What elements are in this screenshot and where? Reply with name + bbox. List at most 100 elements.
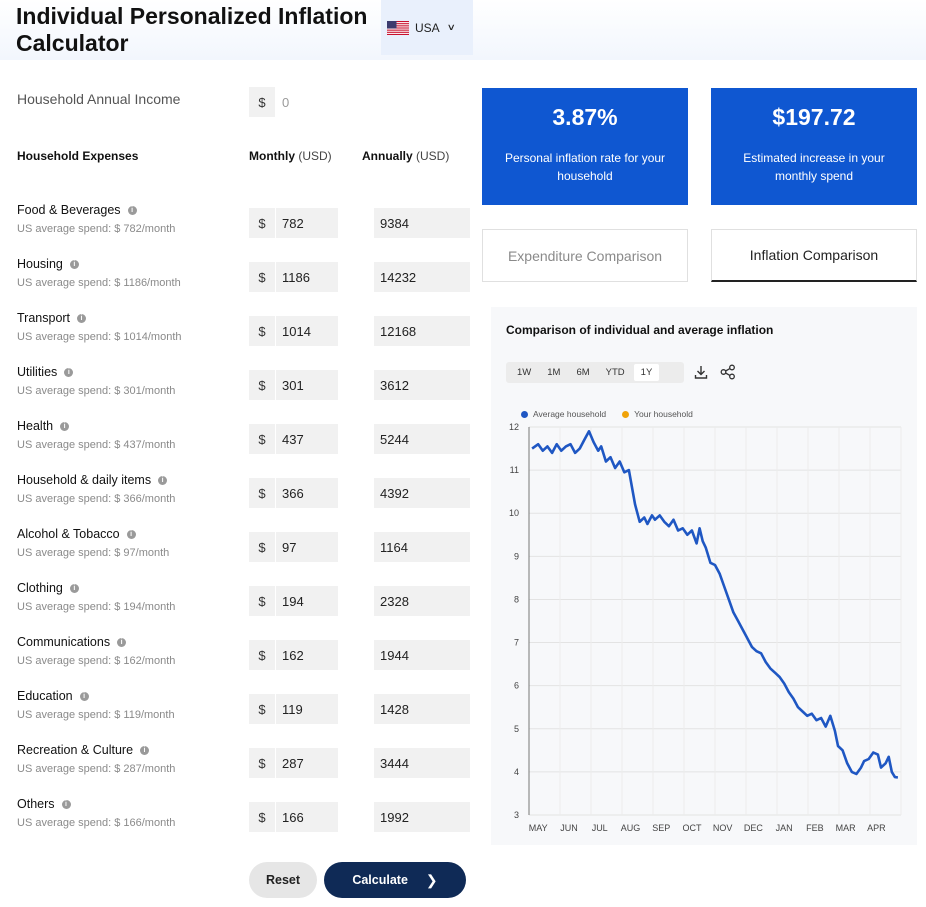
income-input[interactable]: 0 (282, 94, 290, 110)
info-icon[interactable]: i (127, 205, 137, 215)
y-tick-label: 4 (514, 767, 519, 777)
range-button[interactable]: 1W (517, 367, 532, 378)
share-icon[interactable] (719, 363, 737, 381)
annual-input[interactable]: 5244 (374, 424, 470, 454)
category-name: Transport i (17, 311, 87, 325)
category-name: Recreation & Culture i (17, 743, 150, 757)
inflation-chart-panel: Comparison of individual and average inf… (491, 307, 917, 845)
annual-input[interactable]: 3444 (374, 748, 470, 778)
monthly-input[interactable]: 287 (276, 748, 338, 778)
range-button[interactable]: 1Y (633, 364, 660, 381)
monthly-input[interactable]: 301 (276, 370, 338, 400)
info-icon[interactable]: i (60, 421, 70, 431)
x-tick-label: DEC (744, 823, 764, 833)
tab-expenditure-comparison[interactable]: Expenditure Comparison (482, 229, 688, 282)
range-selector: 1W 1M 6M YTD 1Y (506, 362, 684, 383)
x-tick-label: NOV (713, 823, 733, 833)
y-tick-label: 3 (514, 810, 519, 820)
annual-input[interactable]: 1944 (374, 640, 470, 670)
monthly-input[interactable]: 1186 (276, 262, 338, 292)
monthly-currency: $ (249, 424, 275, 454)
monthly-input[interactable]: 366 (276, 478, 338, 508)
monthly-input[interactable]: 782 (276, 208, 338, 238)
legend-item-yours[interactable]: Your household (622, 409, 693, 419)
monthly-input[interactable]: 166 (276, 802, 338, 832)
category-name: Food & Beverages i (17, 203, 137, 217)
annual-input[interactable]: 1164 (374, 532, 470, 562)
income-currency: $ (249, 87, 275, 117)
category-label: Housing (17, 257, 63, 271)
annual-input[interactable]: 12168 (374, 316, 470, 346)
annual-input[interactable]: 1428 (374, 694, 470, 724)
annual-input[interactable]: 14232 (374, 262, 470, 292)
category-label: Recreation & Culture (17, 743, 134, 757)
monthly-currency: $ (249, 316, 275, 346)
chevron-right-icon: ❯ (425, 871, 438, 888)
inflation-rate-label: Personal inflation rate for your househo… (504, 151, 666, 183)
y-tick-label: 10 (509, 508, 519, 518)
chart-title: Comparison of individual and average inf… (506, 323, 774, 337)
monthly-header-unit: (USD) (298, 149, 332, 163)
spend-increase-card: $197.72 Estimated increase in your month… (711, 88, 917, 205)
monthly-input[interactable]: 437 (276, 424, 338, 454)
legend-average-dot (521, 410, 528, 418)
category-label: Others (17, 797, 55, 811)
category-name: Health i (17, 419, 70, 433)
x-tick-label: SEP (652, 823, 670, 833)
monthly-input[interactable]: 1014 (276, 316, 338, 346)
info-icon[interactable]: i (69, 259, 79, 269)
x-tick-label: APR (867, 823, 886, 833)
info-icon[interactable]: i (79, 691, 89, 701)
annual-input[interactable]: 9384 (374, 208, 470, 238)
monthly-input[interactable]: 97 (276, 532, 338, 562)
monthly-input[interactable]: 162 (276, 640, 338, 670)
reset-button[interactable]: Reset (249, 862, 317, 898)
annual-input[interactable]: 4392 (374, 478, 470, 508)
y-tick-label: 5 (514, 724, 519, 734)
info-icon[interactable]: i (126, 529, 136, 539)
monthly-currency: $ (249, 262, 275, 292)
info-icon[interactable]: i (69, 583, 79, 593)
annual-input[interactable]: 3612 (374, 370, 470, 400)
annual-input[interactable]: 1992 (374, 802, 470, 832)
info-icon[interactable]: i (61, 799, 71, 809)
x-tick-label: JUN (560, 823, 578, 833)
download-icon[interactable] (692, 363, 710, 381)
info-icon[interactable]: i (64, 367, 74, 377)
chart-legend: Average household Your household (521, 409, 709, 419)
category-label: Food & Beverages (17, 203, 121, 217)
category-average: US average spend: $ 1014/month (17, 331, 182, 343)
tab-inflation-comparison[interactable]: Inflation Comparison (711, 229, 917, 282)
category-average: US average spend: $ 366/month (17, 493, 176, 505)
legend-item-average[interactable]: Average household (521, 409, 606, 419)
info-icon[interactable]: i (77, 313, 87, 323)
annually-header-label: Annually (362, 149, 413, 163)
monthly-currency: $ (249, 640, 275, 670)
expenses-header: Household Expenses (17, 149, 139, 163)
info-icon[interactable]: i (140, 745, 150, 755)
monthly-currency: $ (249, 478, 275, 508)
info-icon[interactable]: i (117, 637, 127, 647)
annually-header-unit: (USD) (416, 149, 450, 163)
inflation-rate-value: 3.87% (552, 104, 618, 130)
info-icon[interactable]: i (158, 475, 168, 485)
country-selector[interactable]: USA ∨ (381, 0, 473, 55)
range-button[interactable]: 6M (576, 367, 590, 378)
range-button[interactable]: YTD (605, 367, 625, 378)
income-label: Household Annual Income (17, 91, 181, 107)
calculate-button[interactable]: Calculate ❯ (324, 862, 466, 898)
category-average: US average spend: $ 194/month (17, 601, 176, 613)
legend-yours-dot (622, 410, 630, 418)
category-label: Household & daily items (17, 473, 152, 487)
range-button[interactable]: 1M (547, 367, 561, 378)
category-name: Clothing i (17, 581, 79, 595)
page-title: Individual Personalized Inflation Calcul… (16, 3, 368, 56)
monthly-input[interactable]: 119 (276, 694, 338, 724)
annual-input[interactable]: 2328 (374, 586, 470, 616)
y-tick-label: 9 (514, 551, 519, 561)
category-name: Household & daily items i (17, 473, 168, 487)
category-label: Utilities (17, 365, 58, 379)
y-tick-label: 8 (514, 594, 519, 604)
monthly-input[interactable]: 194 (276, 586, 338, 616)
